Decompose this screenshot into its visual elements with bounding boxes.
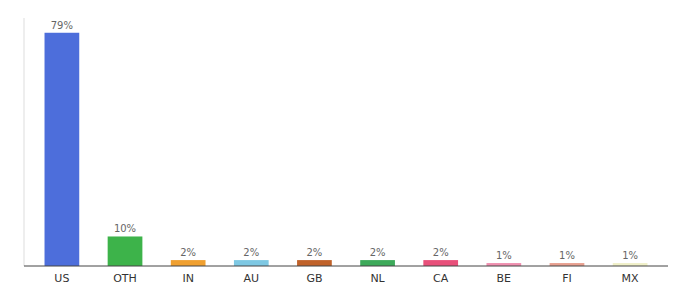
data-label: 79% <box>51 20 73 31</box>
x-tick-label: GB <box>306 272 322 285</box>
page: {"chart_data": {"type": "bar", "categori… <box>0 0 680 300</box>
bar <box>108 236 143 266</box>
data-labels: 79% 10% 2% 2% 2% 2% 2% 1% 1% 1% <box>51 20 638 261</box>
chart-svg: US OTH IN AU GB NL CA BE FI MX 79% 10% 2% 2% 2% 2% 2% 1% 1… <box>0 0 680 300</box>
data-label: 2% <box>243 247 259 258</box>
x-tick-label: FI <box>562 272 572 285</box>
data-label: 2% <box>306 247 322 258</box>
x-axis-line <box>24 266 668 267</box>
data-label: 1% <box>559 250 575 261</box>
bar <box>234 260 269 266</box>
x-tick-label: CA <box>433 272 449 285</box>
bar <box>360 260 395 266</box>
x-tick-label: MX <box>622 272 639 285</box>
bar <box>297 260 332 266</box>
data-label: 10% <box>114 223 136 234</box>
x-tick-label: BE <box>497 272 512 285</box>
data-label: 1% <box>622 250 638 261</box>
data-label: 1% <box>496 250 512 261</box>
x-tick-label: IN <box>182 272 193 285</box>
x-tick-label: US <box>54 272 69 285</box>
bar <box>171 260 206 266</box>
x-tick-labels: US OTH IN AU GB NL CA BE FI MX <box>54 272 639 285</box>
chart-container: US OTH IN AU GB NL CA BE FI MX 79% 10% 2% 2% 2% 2% 2% 1% 1… <box>0 0 680 300</box>
x-tick-label: OTH <box>113 272 137 285</box>
x-tick-label: NL <box>370 272 385 285</box>
bar <box>423 260 458 266</box>
bars <box>45 33 648 266</box>
data-label: 2% <box>370 247 386 258</box>
data-label: 2% <box>180 247 196 258</box>
x-tick-label: AU <box>244 272 260 285</box>
data-label: 2% <box>433 247 449 258</box>
y-axis-line <box>24 18 25 266</box>
bar <box>45 33 80 266</box>
